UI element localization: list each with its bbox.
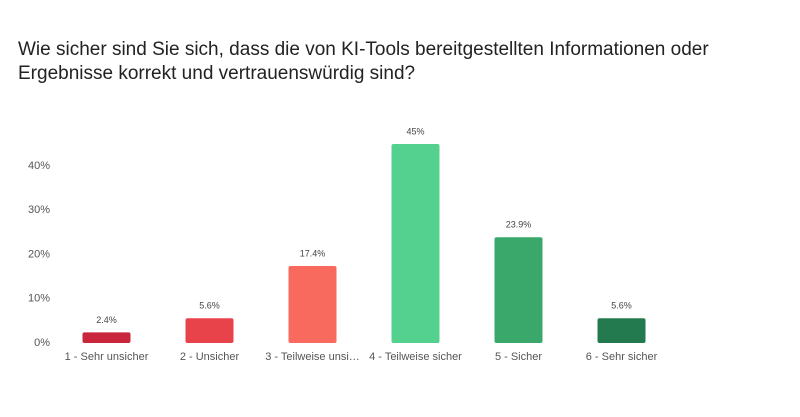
y-tick-label: 40% [28, 160, 50, 172]
value-label: 5.6% [199, 301, 220, 311]
x-tick-label: 5 - Sicher [495, 351, 542, 363]
x-tick-label: 3 - Teilweise unsi… [265, 351, 360, 363]
value-label: 45% [406, 126, 424, 136]
bar [597, 318, 646, 343]
bar [185, 318, 234, 343]
x-tick-label: 2 - Unsicher [180, 351, 240, 363]
value-label: 5.6% [611, 301, 632, 311]
bar [82, 332, 131, 343]
chart-title: Wie sicher sind Sie sich, dass die von K… [18, 39, 709, 84]
x-tick-label: 6 - Sehr sicher [586, 351, 658, 363]
value-label: 23.9% [506, 220, 532, 230]
value-label: 17.4% [300, 248, 326, 258]
bar [494, 237, 543, 343]
y-tick-label: 10% [28, 293, 50, 305]
y-tick-label: 0% [34, 337, 50, 349]
bar [391, 144, 440, 343]
y-tick-label: 30% [28, 204, 50, 216]
bar [288, 266, 337, 343]
value-label: 2.4% [96, 315, 117, 325]
x-tick-label: 1 - Sehr unsicher [65, 351, 149, 363]
y-tick-label: 20% [28, 248, 50, 260]
x-tick-label: 4 - Teilweise sicher [369, 351, 462, 363]
